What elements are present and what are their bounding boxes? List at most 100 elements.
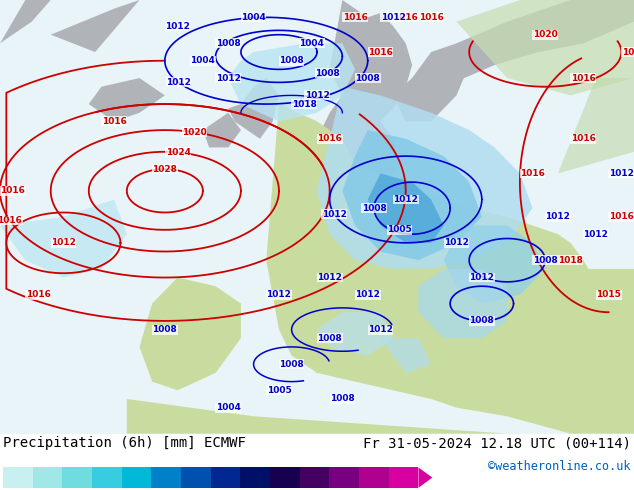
Text: 1008: 1008 xyxy=(355,74,380,82)
Polygon shape xyxy=(368,173,444,243)
Text: 1012: 1012 xyxy=(545,212,571,221)
Text: 1004: 1004 xyxy=(190,56,216,65)
Bar xyxy=(3,467,33,488)
Text: 1008: 1008 xyxy=(279,360,304,369)
Text: 1012: 1012 xyxy=(304,91,330,100)
Text: Precipitation (6h) [mm] ECMWF: Precipitation (6h) [mm] ECMWF xyxy=(3,437,246,450)
Text: 1016: 1016 xyxy=(520,169,545,178)
Text: 1004: 1004 xyxy=(299,39,325,48)
Text: 20: 20 xyxy=(204,489,218,490)
Text: 1016: 1016 xyxy=(25,291,51,299)
Polygon shape xyxy=(89,78,165,122)
Text: 1018: 1018 xyxy=(558,256,583,265)
Text: 1016: 1016 xyxy=(571,134,596,143)
Text: 2: 2 xyxy=(89,489,96,490)
Text: 1008: 1008 xyxy=(315,69,340,77)
Polygon shape xyxy=(228,78,279,139)
Bar xyxy=(33,467,63,488)
Text: 1020: 1020 xyxy=(621,48,634,56)
Text: 1004: 1004 xyxy=(241,13,266,22)
Bar xyxy=(181,467,210,488)
Polygon shape xyxy=(444,225,545,304)
Text: 1008: 1008 xyxy=(469,317,495,325)
Bar xyxy=(270,467,300,488)
Polygon shape xyxy=(127,399,634,434)
Bar xyxy=(92,467,122,488)
Text: 1024: 1024 xyxy=(165,148,191,157)
Polygon shape xyxy=(317,87,533,269)
Polygon shape xyxy=(380,338,431,373)
Polygon shape xyxy=(330,338,368,364)
Text: 1012: 1012 xyxy=(380,13,406,22)
Text: 1012: 1012 xyxy=(583,230,609,239)
Text: 15: 15 xyxy=(174,489,188,490)
Polygon shape xyxy=(406,0,634,108)
Text: 1015: 1015 xyxy=(596,291,621,299)
Text: 1016: 1016 xyxy=(393,13,418,22)
Text: 1012: 1012 xyxy=(444,238,469,247)
Text: 0.1: 0.1 xyxy=(0,489,14,490)
Text: 0.5: 0.5 xyxy=(22,489,44,490)
Text: 1016: 1016 xyxy=(368,48,393,56)
Text: 30: 30 xyxy=(263,489,277,490)
Text: 1004: 1004 xyxy=(216,403,241,412)
Bar xyxy=(210,467,240,488)
Bar xyxy=(330,467,359,488)
Polygon shape xyxy=(0,0,51,44)
Polygon shape xyxy=(0,199,127,277)
Text: 1012: 1012 xyxy=(165,22,190,30)
Text: 35: 35 xyxy=(293,489,307,490)
Text: 1012: 1012 xyxy=(216,74,241,82)
Text: 1012: 1012 xyxy=(355,291,380,299)
Text: 5: 5 xyxy=(119,489,126,490)
Text: 1008: 1008 xyxy=(216,39,241,48)
Polygon shape xyxy=(456,0,634,96)
Bar xyxy=(240,467,270,488)
Text: 1008: 1008 xyxy=(279,56,304,65)
Polygon shape xyxy=(418,269,507,338)
Bar xyxy=(63,467,92,488)
Text: 25: 25 xyxy=(233,489,248,490)
Polygon shape xyxy=(51,0,139,52)
Text: 1: 1 xyxy=(59,489,66,490)
Polygon shape xyxy=(317,96,399,191)
Text: 50: 50 xyxy=(382,489,396,490)
Text: 1012: 1012 xyxy=(609,169,634,178)
Text: 1016: 1016 xyxy=(418,13,444,22)
Bar xyxy=(359,467,389,488)
Text: 1012: 1012 xyxy=(393,195,418,204)
Polygon shape xyxy=(342,130,482,260)
Text: 1016: 1016 xyxy=(342,13,368,22)
Polygon shape xyxy=(139,277,241,390)
Polygon shape xyxy=(203,113,241,147)
Text: 10: 10 xyxy=(145,489,158,490)
Text: 1012: 1012 xyxy=(266,291,292,299)
Text: ©weatheronline.co.uk: ©weatheronline.co.uk xyxy=(488,460,631,473)
Text: 1016: 1016 xyxy=(0,186,25,196)
Text: 1008: 1008 xyxy=(152,325,178,334)
Text: 1012: 1012 xyxy=(317,273,342,282)
Polygon shape xyxy=(380,356,418,382)
Text: 1016: 1016 xyxy=(0,216,22,225)
Text: 1028: 1028 xyxy=(152,165,178,173)
Text: 1020: 1020 xyxy=(182,128,207,137)
Text: 1012: 1012 xyxy=(51,238,76,247)
Text: 1008: 1008 xyxy=(317,334,342,343)
Text: 1008: 1008 xyxy=(330,394,355,403)
Text: 1008: 1008 xyxy=(533,256,558,265)
Polygon shape xyxy=(482,269,634,330)
Text: 40: 40 xyxy=(322,489,337,490)
Text: 1016: 1016 xyxy=(571,74,596,82)
Text: 1018: 1018 xyxy=(292,99,317,109)
Bar xyxy=(152,467,181,488)
Text: 1012: 1012 xyxy=(166,78,191,87)
Polygon shape xyxy=(317,312,393,356)
Text: 1016: 1016 xyxy=(101,117,127,126)
Text: 1016: 1016 xyxy=(317,134,342,143)
Text: 1012: 1012 xyxy=(322,210,347,219)
Text: Fr 31-05-2024 12.18 UTC (00+114): Fr 31-05-2024 12.18 UTC (00+114) xyxy=(363,437,631,450)
Polygon shape xyxy=(266,104,634,434)
Polygon shape xyxy=(330,0,412,122)
Text: 1005: 1005 xyxy=(266,386,292,395)
Bar xyxy=(389,467,418,488)
